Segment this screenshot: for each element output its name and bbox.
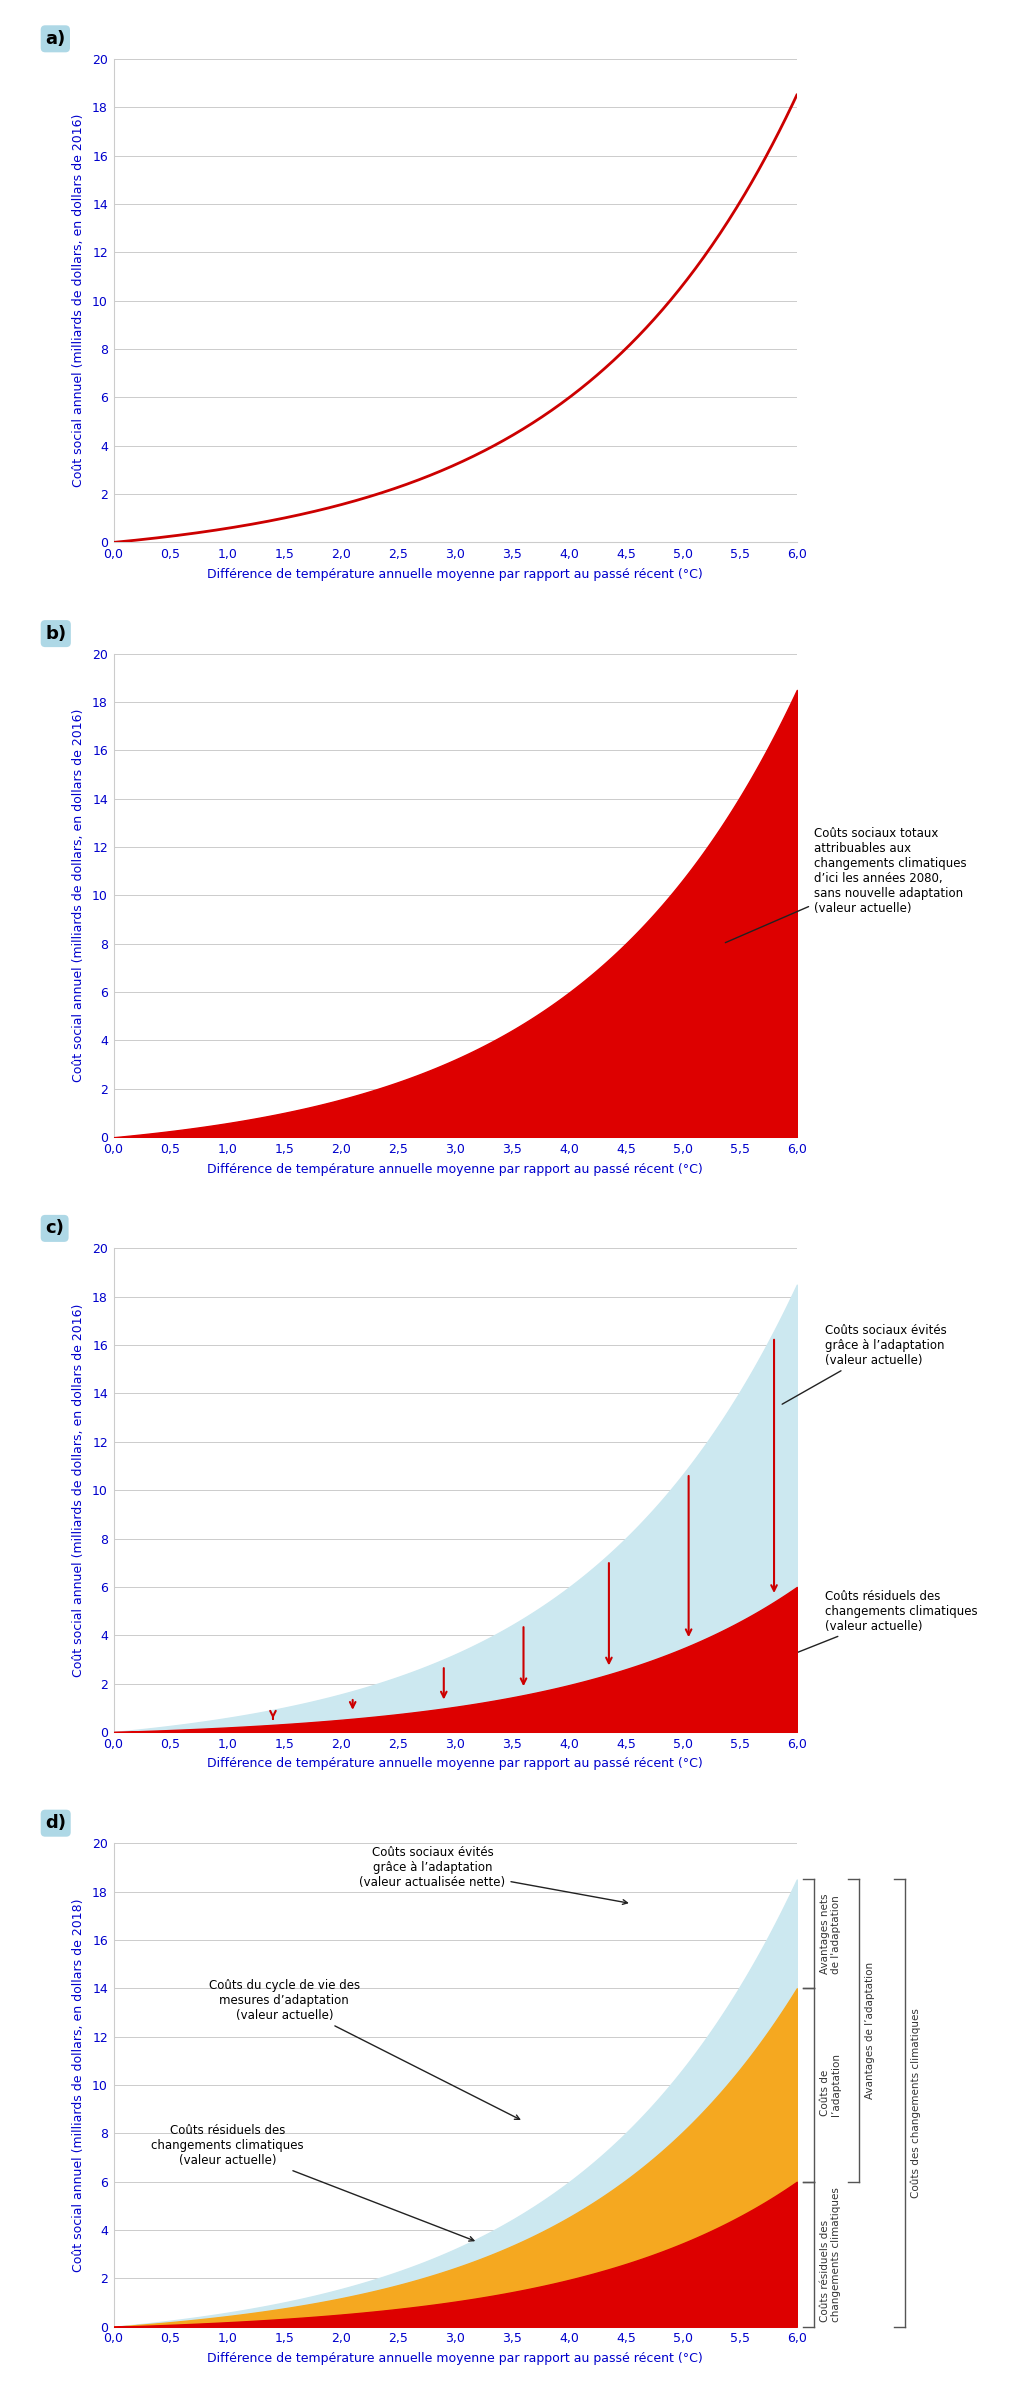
X-axis label: Différence de température annuelle moyenne par rapport au passé récent (°C): Différence de température annuelle moyen… [207,2352,703,2366]
X-axis label: Différence de température annuelle moyenne par rapport au passé récent (°C): Différence de température annuelle moyen… [207,569,703,581]
X-axis label: Différence de température annuelle moyenne par rapport au passé récent (°C): Différence de température annuelle moyen… [207,1162,703,1176]
Text: Coûts des changements climatiques: Coûts des changements climatiques [910,2009,921,2198]
Text: d): d) [45,1814,66,1831]
Y-axis label: Coût social annuel (milliards de dollars, en dollars de 2016): Coût social annuel (milliards de dollars… [72,1303,85,1678]
Text: Avantages de l’adaptation: Avantages de l’adaptation [865,1963,876,2100]
Text: Avantages nets
de l'adaptation: Avantages nets de l'adaptation [820,1894,841,1975]
Text: Coûts de
l’adaptation: Coûts de l’adaptation [820,2054,841,2117]
Text: a): a) [45,29,65,48]
Text: Coûts résiduels des
changements climatiques: Coûts résiduels des changements climatiq… [820,2186,841,2321]
X-axis label: Différence de température annuelle moyenne par rapport au passé récent (°C): Différence de température annuelle moyen… [207,1757,703,1771]
Text: Coûts résiduels des
changements climatiques
(valeur actuelle): Coûts résiduels des changements climatiq… [152,2124,474,2242]
Text: c): c) [45,1219,64,1238]
Text: b): b) [45,624,66,643]
Text: Coûts résiduels des
changements climatiques
(valeur actuelle): Coûts résiduels des changements climatiq… [782,1589,978,1658]
Y-axis label: Coût social annuel (milliards de dollars, en dollars de 2016): Coût social annuel (milliards de dollars… [72,113,85,487]
Y-axis label: Coût social annuel (milliards de dollars, en dollars de 2016): Coût social annuel (milliards de dollars… [72,708,85,1082]
Text: Coûts sociaux évités
grâce à l’adaptation
(valeur actuelle): Coûts sociaux évités grâce à l’adaptatio… [782,1325,947,1404]
Text: Coûts du cycle de vie des
mesures d’adaptation
(valeur actuelle): Coûts du cycle de vie des mesures d’adap… [208,1980,520,2119]
Text: Coûts sociaux totaux
attribuables aux
changements climatiques
d’ici les années 2: Coûts sociaux totaux attribuables aux ch… [725,828,966,943]
Text: Coûts sociaux évités
grâce à l’adaptation
(valeur actualisée nette): Coûts sociaux évités grâce à l’adaptatio… [359,1846,627,1903]
Y-axis label: Coût social annuel (milliards de dollars, en dollars de 2018): Coût social annuel (milliards de dollars… [72,1898,85,2273]
